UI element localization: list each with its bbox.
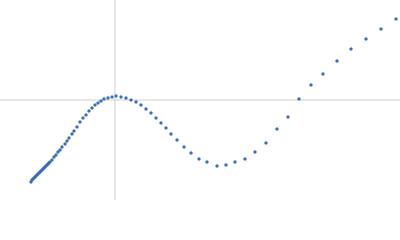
point: [349, 47, 353, 51]
point: [50, 158, 54, 162]
point: [63, 142, 67, 146]
point: [87, 109, 91, 113]
point: [335, 59, 339, 63]
point: [379, 27, 383, 31]
point: [110, 95, 114, 99]
point: [275, 127, 279, 131]
point: [102, 97, 106, 101]
point: [224, 163, 228, 167]
point: [144, 107, 148, 111]
point: [175, 138, 179, 142]
point: [93, 103, 97, 107]
point: [215, 164, 219, 168]
point: [182, 145, 186, 149]
point: [48, 160, 52, 164]
point: [197, 157, 201, 161]
point: [129, 98, 133, 102]
point: [297, 97, 301, 101]
point: [321, 72, 325, 76]
point: [52, 155, 56, 159]
point: [119, 95, 123, 99]
point: [164, 126, 168, 130]
point: [90, 106, 94, 110]
point: [394, 17, 398, 21]
point: [114, 94, 118, 98]
point: [264, 141, 268, 145]
point: [78, 120, 82, 124]
point: [60, 145, 64, 149]
point: [169, 132, 173, 136]
point: [154, 116, 158, 120]
point: [56, 150, 60, 154]
point: [106, 96, 110, 100]
point: [58, 148, 62, 152]
point: [81, 116, 85, 120]
point: [253, 150, 257, 154]
point: [205, 160, 209, 164]
point: [54, 153, 58, 157]
point: [99, 99, 103, 103]
point: [159, 121, 163, 125]
point: [134, 100, 138, 104]
point: [124, 96, 128, 100]
point: [139, 103, 143, 107]
point: [84, 113, 88, 117]
point: [189, 151, 193, 155]
point: [70, 132, 74, 136]
point: [75, 125, 79, 129]
point: [72, 129, 76, 133]
chart: [0, 0, 400, 200]
point: [233, 160, 237, 164]
point: [67, 136, 71, 140]
point: [309, 83, 313, 87]
point: [149, 111, 153, 115]
point: [96, 101, 100, 105]
point: [364, 37, 368, 41]
point: [243, 157, 247, 161]
point: [286, 115, 290, 119]
point: [65, 139, 69, 143]
